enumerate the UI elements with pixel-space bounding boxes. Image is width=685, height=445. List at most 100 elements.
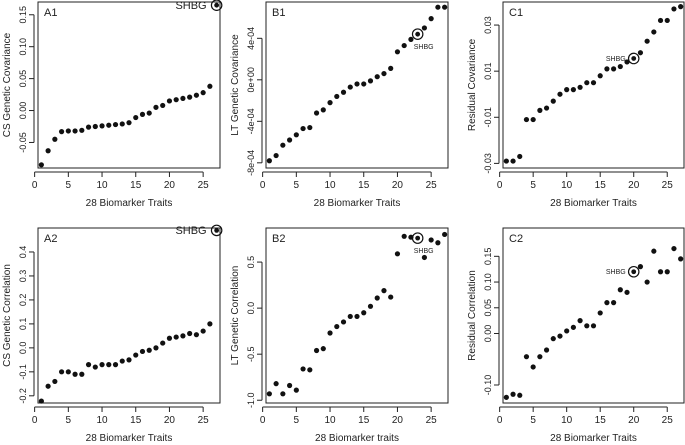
data-point [421,25,428,31]
data-point [564,87,570,93]
data-point [106,362,112,368]
x-tick-label: 0 [32,415,38,426]
shbg-ring [411,232,424,244]
data-point [651,29,657,35]
data-point [671,6,677,12]
data-point [293,387,299,393]
data-point [58,129,65,135]
shbg-label: SHBG [414,248,434,255]
data-point [617,287,623,293]
data-point [266,391,272,397]
shbg-label: SHBG [175,0,206,12]
y-tick-label: 0.10 [18,38,28,56]
data-point [394,251,401,257]
data-point [85,362,92,368]
data-point [401,42,407,49]
data-point [286,382,293,389]
panel-b1: 0 5 10 15 20 25 -8e-04 -4e-04 0e+00 4e-04 28 Bioma… [230,1,449,209]
data-point [200,328,206,334]
data-point [517,153,523,160]
data-point [590,323,597,329]
x-tick-label: 20 [628,180,640,191]
panel-a1: 0 5 10 15 20 25 -0.05 0.00 0.05 0.10 0.15 28 Biomar… [2,0,223,209]
data-point [45,148,51,154]
data-point [530,116,536,123]
data-point [361,310,367,316]
data-point [280,142,286,148]
y-tick-label: -0.01 [483,107,493,128]
data-point [644,38,650,44]
x-tick-label: 25 [426,180,438,191]
data-point [126,120,132,126]
y-tick-label: 0.0 [18,342,28,355]
shbg-ring [411,28,424,40]
y-tick-label: 0.15 [483,248,493,266]
data-point [160,102,166,109]
data-point [557,333,563,339]
data-point [193,332,200,338]
data-point [187,94,193,100]
x-tick-label: 5 [294,415,300,426]
plot-frame [265,1,449,169]
y-tick-label: 0.05 [483,299,493,317]
data-point [435,240,441,246]
data-point [106,122,112,128]
data-point [133,352,139,358]
x-tick-label: 20 [164,180,176,191]
data-point [590,80,597,86]
data-point [280,391,286,397]
y-tick-label: 0.4 [18,246,28,259]
data-point [340,319,347,325]
data-point [146,110,152,116]
data-point [584,80,590,86]
shbg-point [631,269,637,275]
data-point [52,136,58,142]
x-axis-title: 28 Biomarker Traits [550,198,637,209]
panel-label: B2 [272,233,285,245]
data-point [664,269,670,275]
y-tick-label: 4e-04 [246,27,256,50]
data-point [624,59,630,65]
x-tick-label: 0 [32,180,38,191]
y-tick-label: 0.00 [18,102,28,120]
data-point [550,336,556,342]
data-point [637,264,644,270]
data-point [173,334,179,340]
data-point [543,105,550,111]
data-point [617,63,623,70]
x-axis-title: 28 Biomarker traits [315,433,399,444]
data-point [537,107,543,113]
data-point [293,132,299,138]
x-tick-label: 25 [662,180,674,191]
y-tick-label: -8e-04 [246,150,256,176]
y-tick-label: -0.5 [246,346,256,362]
data-point [52,378,58,385]
x-tick-label: 5 [530,180,536,191]
data-point [207,83,213,89]
data-point [651,248,657,254]
data-point [139,111,146,117]
data-point [503,158,509,164]
data-point [58,369,65,375]
x-tick-label: 25 [198,415,210,426]
data-point [320,346,326,352]
data-point [678,4,684,10]
data-point [557,91,563,97]
data-point [657,17,664,24]
data-point [408,36,414,42]
data-point [334,93,340,100]
data-point [657,269,664,275]
data-point [187,330,193,337]
data-point [112,362,119,368]
shbg-point [214,2,220,8]
x-axis-title: 28 Biomarker Traits [86,198,173,209]
x-tick-label: 0 [260,415,266,426]
data-point [266,158,272,164]
y-tick-label: 0.5 [246,256,256,269]
data-point [307,124,313,131]
data-point [99,362,105,368]
x-tick-label: 10 [324,180,336,191]
data-point [313,110,320,116]
data-point [334,323,340,330]
x-tick-label: 15 [595,415,607,426]
